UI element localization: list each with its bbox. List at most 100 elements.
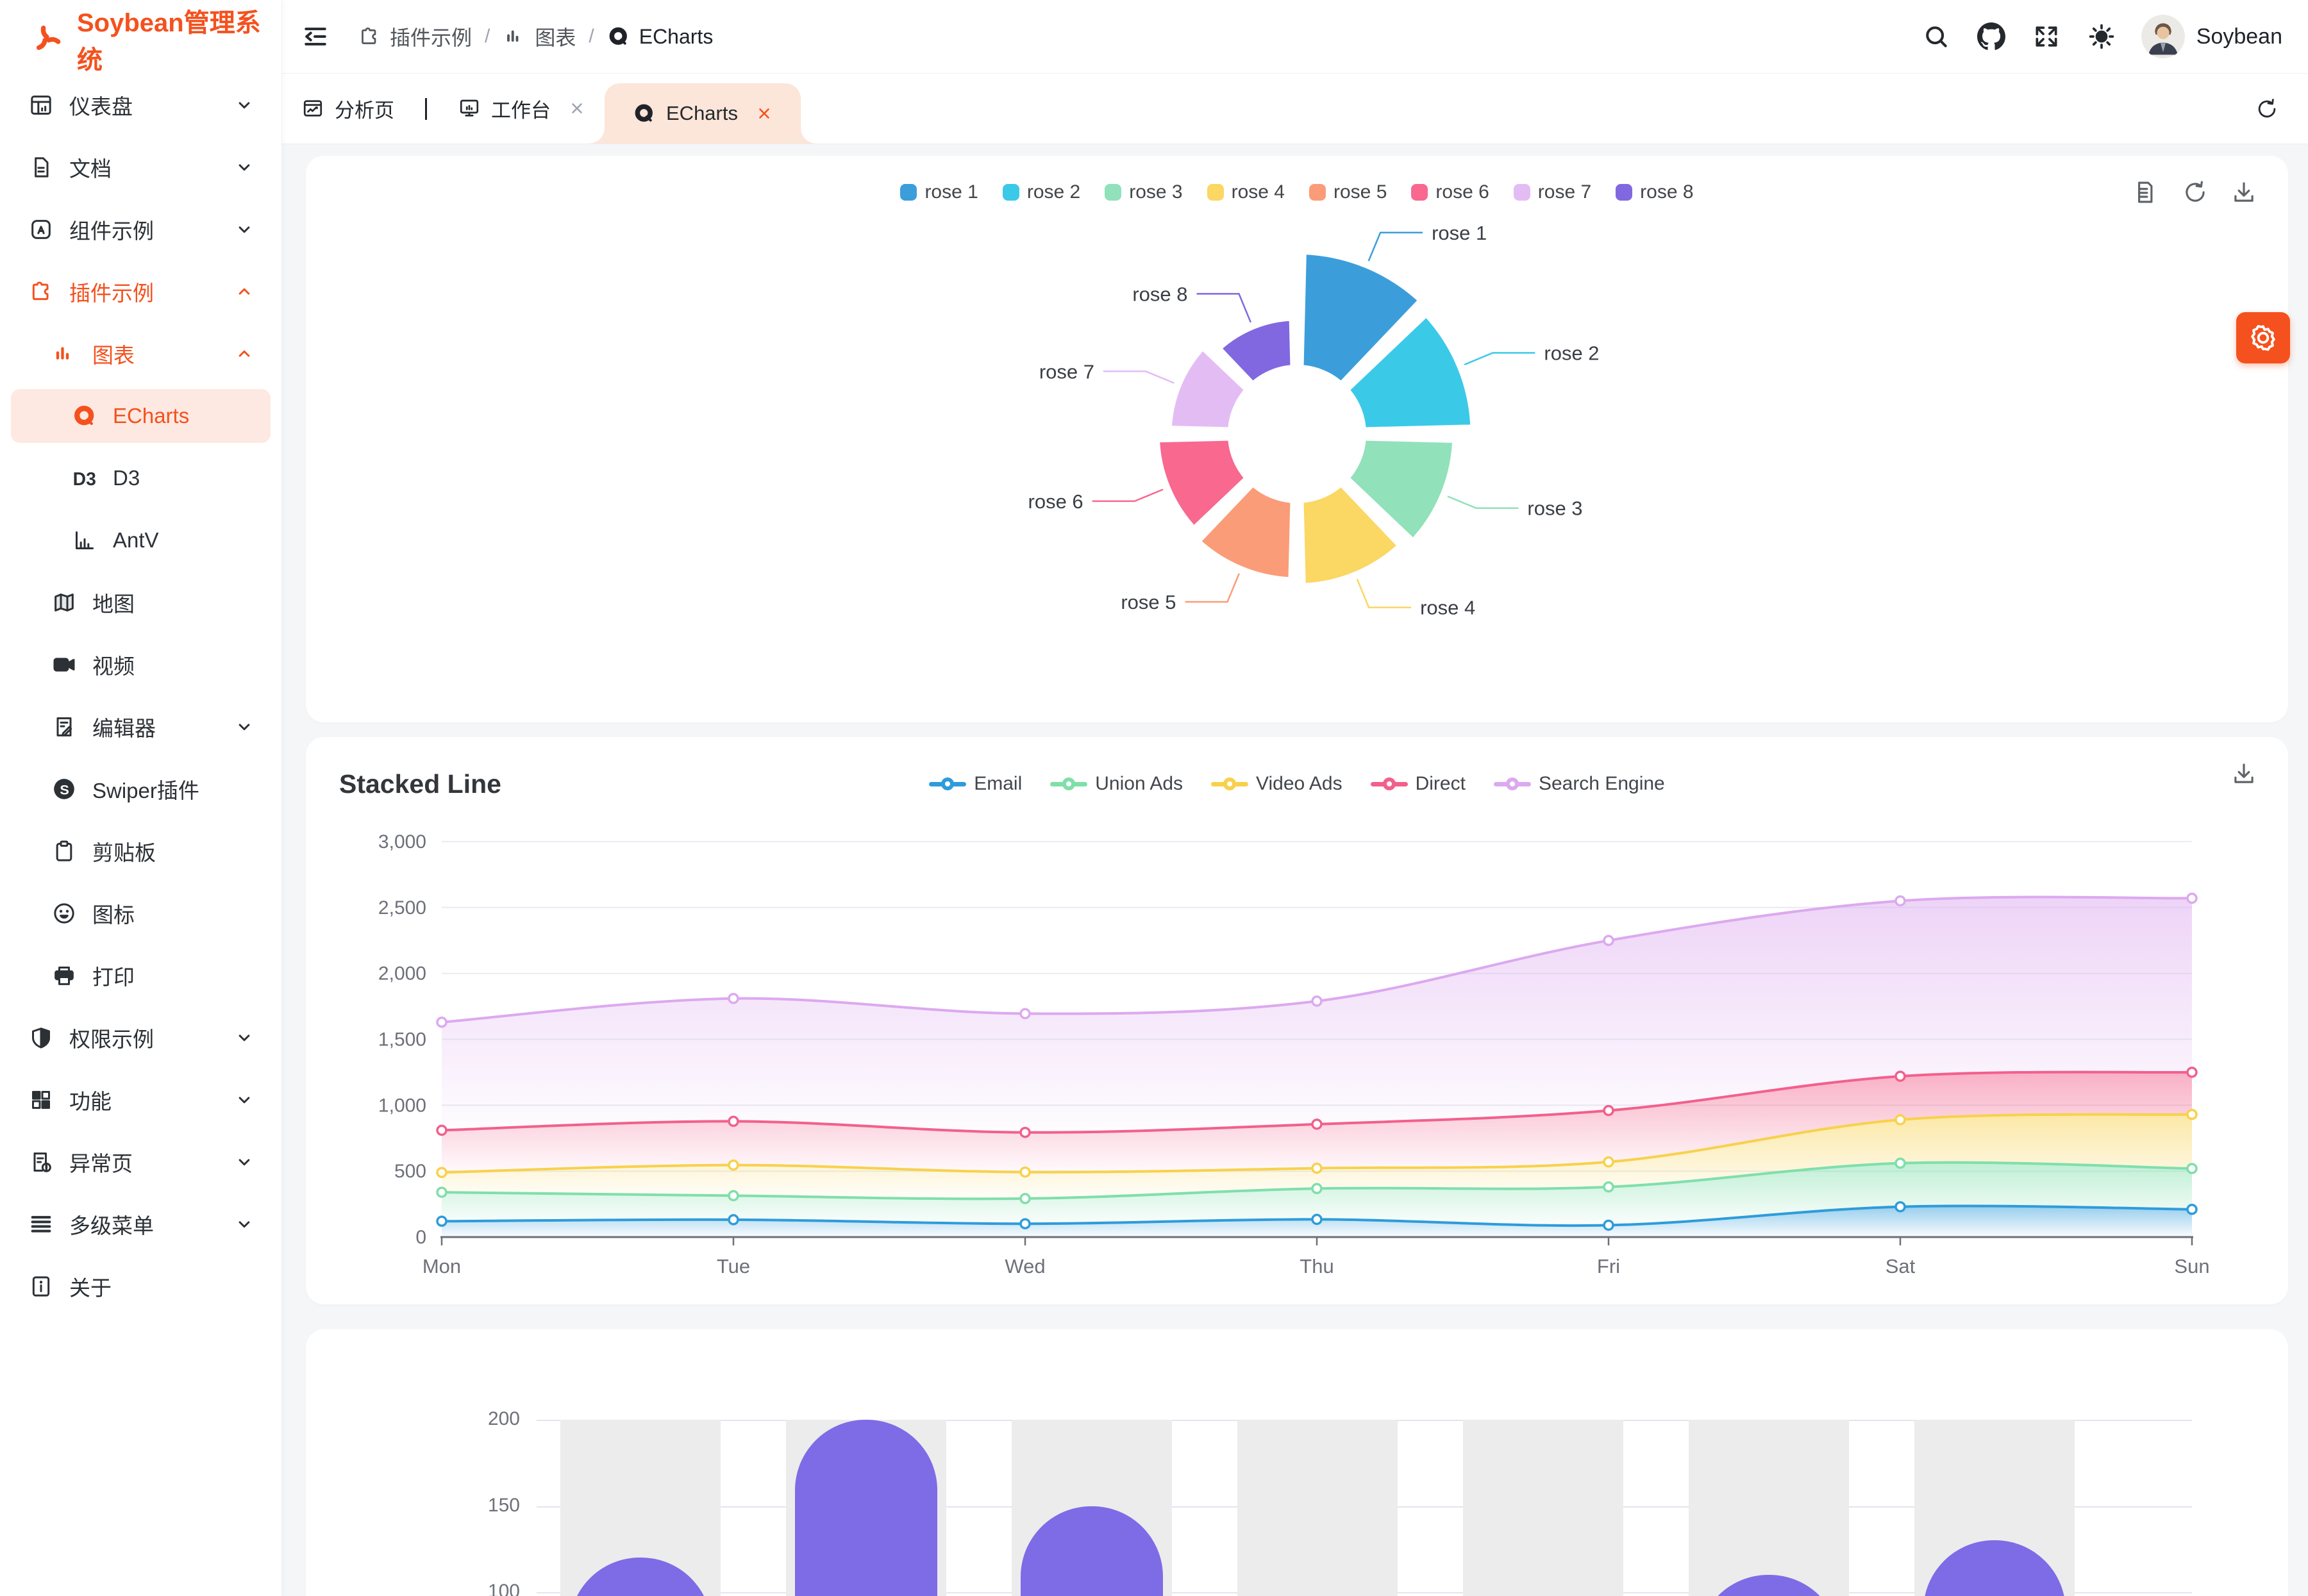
legend-item-rose 7[interactable]: rose 7	[1513, 181, 1591, 203]
sidebar-item-剪贴板[interactable]: 剪贴板	[11, 824, 271, 878]
editor-icon	[51, 714, 77, 740]
legend-item-rose 8[interactable]: rose 8	[1616, 181, 1694, 203]
sidebar-item-多级菜单[interactable]: 多级菜单	[11, 1197, 271, 1251]
gear-icon	[2248, 323, 2278, 353]
sidebar-item-AntV[interactable]: AntV	[11, 513, 271, 567]
sidebar-item-关于[interactable]: 关于	[11, 1259, 271, 1313]
sidebar-item-图表[interactable]: 图表	[11, 327, 271, 381]
legend-swatch	[1002, 184, 1019, 201]
user-menu[interactable]: Soybean	[2132, 15, 2282, 58]
rose-label: rose 4	[1420, 597, 1475, 619]
rose-sector-rose 1[interactable]	[1293, 244, 1430, 393]
data-point	[1603, 935, 1614, 947]
sidebar-item-地图[interactable]: 地图	[11, 576, 271, 629]
theme-settings-button[interactable]	[2236, 312, 2290, 363]
download-icon[interactable]	[2230, 760, 2257, 787]
y-axis-label: 1,500	[378, 1029, 426, 1051]
sidebar-item-权限示例[interactable]: 权限示例	[11, 1011, 271, 1065]
tab-工作台[interactable]: 工作台	[439, 73, 605, 144]
rose-sector-rose 8[interactable]	[1210, 310, 1301, 393]
breadcrumb-item[interactable]: ECharts	[607, 25, 713, 49]
user-name[interactable]: Soybean	[2196, 24, 2282, 49]
legend-item-Video Ads[interactable]: Video Ads	[1211, 773, 1342, 795]
legend-item-rose 6[interactable]: rose 6	[1411, 181, 1489, 203]
legend-label: rose 8	[1640, 181, 1694, 203]
workbench-icon	[458, 97, 481, 120]
legend-item-Union Ads[interactable]: Union Ads	[1050, 773, 1183, 795]
sidebar-item-视频[interactable]: 视频	[11, 638, 271, 692]
breadcrumb-item[interactable]: 插件示例	[358, 22, 472, 51]
data-view-icon[interactable]	[2133, 179, 2160, 206]
tab-refresh-button[interactable]	[2243, 85, 2291, 133]
svg-text:D3: D3	[73, 469, 96, 490]
rose-sector-rose 3[interactable]	[1338, 430, 1463, 550]
sidebar-item-label: 地图	[92, 592, 135, 616]
legend-item-rose 5[interactable]: rose 5	[1309, 181, 1387, 203]
legend-item-Search Engine[interactable]: Search Engine	[1493, 773, 1665, 795]
close-icon[interactable]	[569, 100, 585, 117]
fullscreen-button[interactable]	[2022, 12, 2071, 61]
rose-sector-rose 5[interactable]	[1189, 475, 1301, 588]
sidebar-item-D3[interactable]: D3 D3	[11, 451, 271, 505]
data-point	[728, 1115, 739, 1127]
sidebar-item-组件示例[interactable]: 组件示例	[11, 203, 271, 256]
sidebar-item-打印[interactable]: 打印	[11, 949, 271, 1002]
tab-ECharts[interactable]: ECharts	[589, 83, 816, 144]
legend-label: Email	[974, 773, 1023, 794]
data-point	[1894, 1201, 1906, 1213]
stacked-line-chart[interactable]: 0 500 1,000 1,500 2,000 2,500 3,000 Mon Tue Wed Th…	[306, 737, 2288, 1304]
breadcrumb-separator: /	[485, 26, 490, 47]
chevron-down-icon	[235, 158, 254, 177]
legend-label: rose 3	[1129, 181, 1183, 203]
legend-line-marker	[929, 777, 967, 790]
legend-item-rose 3[interactable]: rose 3	[1105, 181, 1183, 203]
swiper-icon: S	[51, 776, 77, 802]
rose-label-line	[1464, 352, 1535, 366]
breadcrumb-item[interactable]: 图表	[503, 22, 576, 51]
close-icon[interactable]	[756, 105, 773, 122]
legend-item-Email[interactable]: Email	[929, 773, 1022, 795]
sidebar-item-图标[interactable]: 图标	[11, 886, 271, 940]
legend-item-rose 1[interactable]: rose 1	[900, 181, 978, 203]
sidebar-item-插件示例[interactable]: 插件示例	[11, 265, 271, 319]
rose-label: rose 2	[1544, 342, 1599, 365]
reload-icon	[2255, 97, 2279, 121]
search-button[interactable]	[1912, 12, 1961, 61]
sidebar-item-Swiper插件[interactable]: S Swiper插件	[11, 762, 271, 816]
sidebar-item-编辑器[interactable]: 编辑器	[11, 700, 271, 754]
avatar[interactable]	[2141, 15, 2185, 58]
d3-icon: D3	[72, 465, 97, 491]
rose-sector-rose 4[interactable]	[1293, 475, 1409, 594]
sidebar-collapse-button[interactable]	[291, 12, 340, 61]
shield-icon	[28, 1025, 54, 1051]
breadcrumb-label: 图表	[535, 26, 576, 49]
stacked-line-legend: Email Union Ads Video Ads Direct Search Engi…	[306, 773, 2288, 795]
chevron-down-icon	[235, 1215, 254, 1234]
download-icon[interactable]	[2230, 179, 2257, 206]
bar[interactable]	[795, 1420, 937, 1596]
soybean-logo-icon	[28, 21, 65, 58]
sidebar-item-仪表盘[interactable]: 仪表盘	[11, 78, 271, 132]
github-button[interactable]	[1967, 12, 2016, 61]
rose-sector-rose 6[interactable]	[1149, 430, 1256, 538]
logo[interactable]: Soybean管理系统	[0, 0, 281, 76]
legend-item-rose 2[interactable]: rose 2	[1002, 181, 1080, 203]
sidebar-item-异常页[interactable]: 异常页	[11, 1135, 271, 1189]
data-point	[1894, 1158, 1906, 1169]
data-point	[1603, 1104, 1614, 1117]
theme-button[interactable]	[2077, 12, 2126, 61]
refresh-icon[interactable]	[2182, 179, 2209, 206]
sidebar-item-label: 权限示例	[69, 1027, 154, 1051]
sidebar-item-功能[interactable]: 功能	[11, 1073, 271, 1127]
legend-label: rose 5	[1334, 181, 1387, 203]
sidebar-item-文档[interactable]: 文档	[11, 140, 271, 194]
rose-sector-rose 2[interactable]	[1338, 305, 1481, 438]
rose-sector-rose 7[interactable]	[1161, 338, 1256, 438]
nightingale-rose-chart[interactable]: rose 1 rose 2 rose 3 rose 4 rose 5 rose 6 rose…	[306, 204, 2288, 717]
tab-分析页[interactable]: 分析页	[282, 73, 414, 144]
rose-chart-legend: rose 1 rose 2 rose 3 rose 4 rose 5 rose 6 rose…	[306, 181, 2288, 203]
video-icon	[51, 652, 77, 677]
sidebar-item-ECharts[interactable]: ECharts	[11, 389, 271, 443]
legend-item-rose 4[interactable]: rose 4	[1207, 181, 1285, 203]
legend-item-Direct[interactable]: Direct	[1370, 773, 1466, 795]
